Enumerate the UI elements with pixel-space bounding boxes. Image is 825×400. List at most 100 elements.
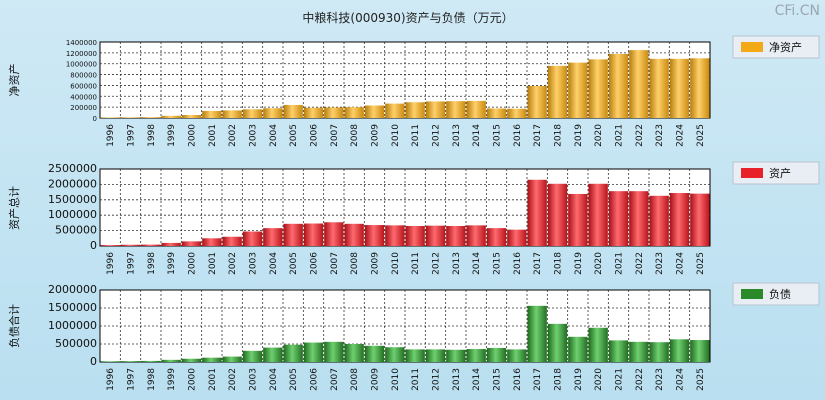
- watermark: CFi.CN: [775, 3, 820, 19]
- x-tick-label: 2010: [391, 124, 401, 147]
- bar-2002: [222, 110, 242, 118]
- x-tick-label: 2002: [228, 124, 238, 147]
- x-tick-label: 2007: [330, 124, 340, 147]
- x-tick-label: 2016: [513, 124, 523, 147]
- bar-2025: [690, 193, 710, 246]
- x-tick-label: 2007: [330, 252, 340, 275]
- y-tick-label: 2000000: [48, 177, 97, 190]
- x-tick-label: 2023: [655, 252, 665, 275]
- bar-2003: [242, 231, 263, 246]
- bar-2006: [303, 107, 324, 118]
- bar-2011: [405, 102, 425, 118]
- bar-2018: [547, 65, 568, 118]
- x-tick-label: 2018: [554, 368, 564, 391]
- bar-1998: [141, 360, 161, 362]
- y-tick-label: 1200000: [66, 50, 97, 58]
- y-tick-label: 500000: [55, 337, 97, 350]
- x-tick-label: 2000: [188, 368, 198, 391]
- bar-2024: [669, 193, 690, 246]
- x-tick-label: 1999: [167, 124, 177, 147]
- y-tick-label: 1000000: [48, 208, 97, 221]
- bar-2025: [690, 58, 710, 118]
- bar-2020: [588, 183, 608, 246]
- x-tick-label: 2013: [452, 124, 462, 147]
- x-tick-label: 2009: [371, 124, 381, 147]
- x-tick-label: 2025: [696, 124, 706, 147]
- panel-3: 0 500000 1000000 1500000 2000000 1996 1997 1998…: [7, 282, 820, 391]
- bar-2005: [283, 344, 303, 362]
- bar-2009: [364, 225, 385, 246]
- x-tick-label: 2011: [411, 124, 421, 147]
- x-tick-label: 2003: [249, 124, 259, 147]
- bar-2005: [283, 223, 303, 246]
- x-tick-label: 2019: [574, 124, 584, 147]
- x-tick-label: 2000: [188, 252, 198, 275]
- bar-2012: [425, 225, 446, 246]
- y-tick-label: 1000000: [66, 61, 97, 69]
- bar-1998: [141, 117, 161, 118]
- legend-swatch: [741, 289, 763, 299]
- legend-box: [732, 282, 820, 306]
- x-tick-label: 2016: [513, 368, 523, 391]
- bar-2001: [202, 110, 222, 118]
- x-tick-label: 2018: [554, 252, 564, 275]
- x-tick-label: 2006: [310, 368, 320, 391]
- legend-label: 资产: [769, 166, 791, 180]
- x-tick-label: 1996: [106, 252, 116, 275]
- y-tick-label: 1500000: [48, 193, 97, 206]
- bar-1997: [120, 361, 141, 362]
- x-tick-label: 2001: [208, 124, 218, 147]
- bar-2006: [303, 223, 324, 246]
- bar-1996: [100, 117, 120, 118]
- bar-2007: [324, 222, 344, 246]
- x-tick-label: 2003: [249, 252, 259, 275]
- bar-2001: [202, 357, 222, 362]
- y-tick-label: 0: [90, 355, 97, 368]
- x-tick-label: 2022: [635, 124, 645, 147]
- x-tick-label: 2011: [411, 252, 421, 275]
- bar-2011: [405, 225, 425, 246]
- bar-2014: [466, 100, 486, 118]
- bar-1996: [100, 245, 120, 246]
- bar-2008: [344, 107, 364, 118]
- x-tick-label: 2004: [269, 252, 279, 275]
- x-tick-label: 1997: [127, 124, 137, 147]
- bar-2004: [263, 228, 283, 246]
- x-tick-label: 2017: [533, 124, 543, 147]
- bar-2015: [486, 228, 507, 246]
- legend-swatch: [741, 42, 763, 52]
- bar-2011: [405, 349, 425, 362]
- y-tick-label: 1400000: [66, 39, 97, 47]
- bar-2022: [629, 341, 649, 362]
- x-tick-label: 1998: [147, 252, 157, 275]
- bar-2007: [324, 107, 344, 118]
- x-tick-label: 2022: [635, 252, 645, 275]
- x-tick-label: 2025: [696, 252, 706, 275]
- x-tick-label: 2024: [676, 252, 686, 275]
- bar-2025: [690, 340, 710, 362]
- bar-2024: [669, 339, 690, 362]
- x-tick-label: 2019: [574, 368, 584, 391]
- x-tick-label: 2002: [228, 252, 238, 275]
- legend-swatch: [741, 168, 763, 178]
- x-tick-label: 2015: [493, 252, 503, 275]
- bar-2024: [669, 58, 690, 118]
- x-tick-label: 1997: [127, 368, 137, 391]
- y-tick-label: 2000000: [48, 283, 97, 296]
- bar-2014: [466, 225, 486, 246]
- bar-2019: [568, 62, 588, 118]
- x-tick-label: 2018: [554, 124, 564, 147]
- bar-2002: [222, 236, 242, 246]
- bar-2017: [527, 179, 547, 246]
- x-tick-label: 2005: [289, 368, 299, 391]
- x-tick-label: 2024: [676, 368, 686, 391]
- bar-2004: [263, 347, 283, 362]
- y-tick-label: 600000: [70, 82, 97, 90]
- legend-box: [732, 161, 820, 185]
- x-tick-label: 2004: [269, 368, 279, 391]
- y-axis-label: 资产总计: [7, 186, 21, 230]
- panel-2: 0 500000 1000000 1500000 2000000 2500000 1996 1…: [7, 161, 820, 275]
- x-tick-label: 2014: [472, 124, 482, 147]
- x-tick-label: 2016: [513, 252, 523, 275]
